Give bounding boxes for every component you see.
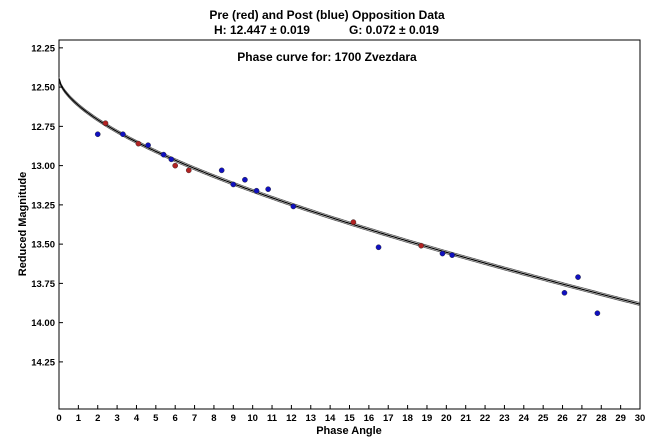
- x-tick-label: 5: [153, 413, 159, 424]
- x-tick-label: 15: [344, 413, 355, 424]
- data-points-layer: [94, 120, 601, 317]
- pre-opposition-point: [172, 162, 178, 169]
- x-tick-label: 3: [114, 413, 119, 424]
- x-tick-label: 0: [56, 413, 61, 424]
- y-tick-label: 14.00: [31, 318, 55, 329]
- x-tick-label: 16: [364, 413, 375, 424]
- pre-opposition-point: [102, 120, 109, 127]
- chart-subtitle-g: G: 0.072 ± 0.019: [349, 23, 439, 37]
- post-opposition-point: [242, 176, 248, 183]
- y-tick-label: 13.00: [31, 161, 55, 172]
- chart-subtitle-h: H: 12.447 ± 0.019: [214, 23, 310, 37]
- post-opposition-point: [94, 131, 101, 138]
- post-opposition-point: [561, 290, 568, 296]
- post-opposition-point: [375, 244, 382, 251]
- x-tick-label: 2: [95, 413, 100, 424]
- x-tick-label: 1: [76, 413, 82, 424]
- x-tick-label: 24: [519, 413, 530, 424]
- x-tick-label: 10: [247, 413, 258, 424]
- post-opposition-point: [230, 181, 237, 188]
- pre-opposition-point: [418, 242, 424, 249]
- x-tick-label: 7: [192, 413, 197, 424]
- x-tick-label: 21: [460, 413, 471, 424]
- post-opposition-point: [290, 203, 297, 210]
- y-tick-label: 13.50: [31, 240, 55, 251]
- y-tick-label: 14.25: [31, 357, 55, 368]
- post-opposition-point: [575, 274, 581, 280]
- y-tick-label: 12.25: [31, 43, 55, 54]
- x-tick-label: 8: [211, 413, 216, 424]
- post-opposition-point: [145, 142, 151, 149]
- x-tick-label: 11: [267, 413, 278, 424]
- x-tick-label: 19: [422, 413, 433, 424]
- x-tick-label: 18: [402, 413, 413, 424]
- x-axis-label: Phase Angle: [316, 425, 382, 437]
- y-tick-label: 12.75: [31, 122, 55, 133]
- post-opposition-point: [168, 156, 175, 163]
- x-tick-label: 27: [577, 413, 588, 424]
- chart-annotation: Phase curve for: 1700 Zvezdara: [237, 50, 417, 64]
- y-tick-label: 13.75: [31, 279, 55, 290]
- fit-curve: [58, 78, 641, 305]
- y-axis: 12.25 12.50 12.75 13.00 13.25 13.50 13.75 14.00…: [31, 43, 63, 368]
- fit-curve-upper-band: [58, 77, 641, 304]
- x-tick-label: 25: [538, 413, 549, 424]
- post-opposition-point: [439, 250, 446, 257]
- y-axis-label: Reduced Magnitude: [17, 172, 29, 277]
- x-tick-label: 12: [286, 413, 297, 424]
- x-tick-label: 28: [596, 413, 607, 424]
- post-opposition-point: [218, 167, 225, 174]
- fit-curve-lower-band: [58, 80, 641, 307]
- chart-title: Pre (red) and Post (blue) Opposition Dat…: [209, 8, 445, 22]
- y-tick-label: 13.25: [31, 200, 55, 211]
- fit-curve-layer: [58, 77, 641, 307]
- x-tick-label: 17: [383, 413, 394, 424]
- post-opposition-point: [594, 310, 601, 317]
- x-tick-label: 13: [305, 413, 316, 424]
- x-axis: 0 1 2 3 4 5 6 7 8 9 10 11 12 13 14 15 16 17 18 19 20 21 22 23 24…: [56, 405, 645, 424]
- x-tick-label: 14: [325, 413, 336, 424]
- post-opposition-point: [253, 187, 260, 194]
- y-tick-label: 12.50: [31, 83, 55, 94]
- post-opposition-point: [160, 151, 167, 158]
- x-tick-label: 6: [173, 413, 178, 424]
- x-tick-label: 30: [635, 413, 646, 424]
- pre-opposition-point: [135, 140, 142, 147]
- x-tick-label: 29: [615, 413, 626, 424]
- post-opposition-point: [265, 186, 271, 192]
- x-tick-label: 26: [557, 413, 568, 424]
- pre-opposition-point: [185, 167, 192, 174]
- x-tick-label: 20: [441, 413, 452, 424]
- x-tick-label: 4: [134, 413, 140, 424]
- pre-opposition-point: [350, 219, 357, 225]
- x-tick-label: 9: [231, 413, 236, 424]
- x-tick-label: 23: [499, 413, 510, 424]
- post-opposition-point: [449, 252, 455, 258]
- post-opposition-point: [120, 131, 126, 138]
- x-tick-label: 22: [480, 413, 491, 424]
